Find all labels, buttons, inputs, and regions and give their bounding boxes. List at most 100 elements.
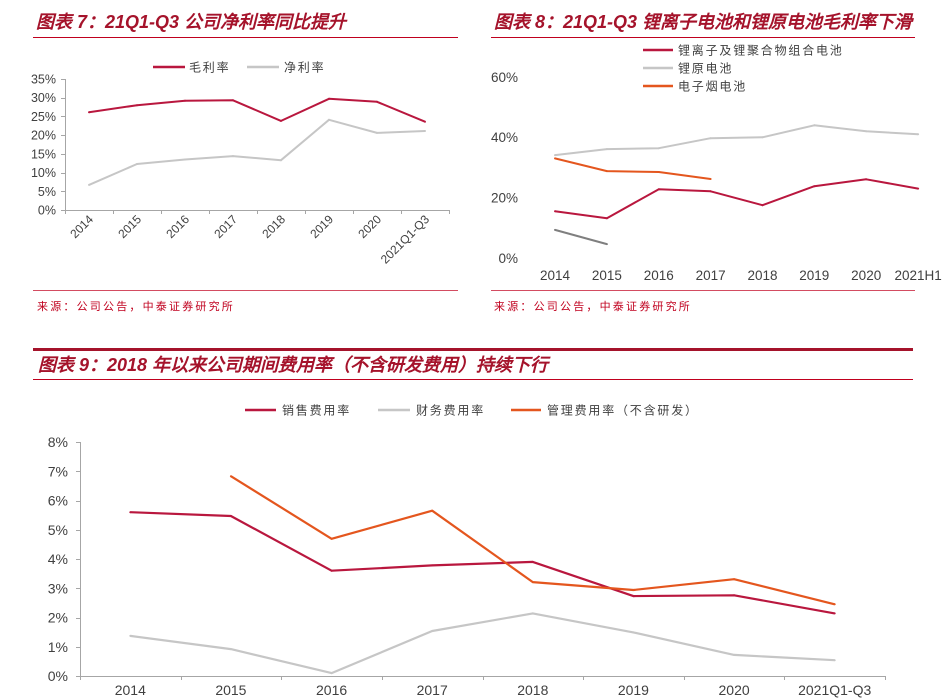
y-tick-label: 15% bbox=[31, 147, 56, 161]
y-tick-label: 6% bbox=[48, 493, 68, 509]
figure-9-title-rule bbox=[33, 379, 913, 380]
series-line-2 bbox=[130, 612, 835, 675]
x-tick-label: 2018 bbox=[747, 268, 777, 283]
y-tick-label: 0% bbox=[498, 251, 518, 266]
data-point bbox=[605, 217, 608, 220]
y-tick-label: 30% bbox=[31, 91, 56, 105]
y-tick-label: 0% bbox=[38, 204, 56, 218]
y-tick-label: 35% bbox=[31, 73, 56, 87]
data-point bbox=[657, 147, 660, 150]
data-point bbox=[865, 178, 868, 181]
x-tick-label: 2020 bbox=[719, 682, 750, 698]
figure-8-source: 来源：公司公告，中泰证券研究所 bbox=[494, 301, 692, 313]
x-tick-label: 2018 bbox=[259, 212, 288, 241]
x-tick-label: 2019 bbox=[618, 682, 649, 698]
data-point bbox=[554, 210, 556, 213]
data-point bbox=[280, 159, 282, 162]
data-point bbox=[657, 171, 660, 173]
legend-label: 销售费用率 bbox=[282, 403, 351, 418]
data-point bbox=[531, 560, 534, 563]
x-tick-label: 2015 bbox=[215, 682, 246, 698]
data-point bbox=[632, 631, 635, 634]
data-point bbox=[657, 188, 660, 191]
data-point bbox=[129, 634, 132, 637]
data-point bbox=[229, 515, 232, 517]
y-tick-label: 4% bbox=[48, 551, 68, 567]
x-tick-label: 2016 bbox=[644, 268, 674, 283]
series-line-3 bbox=[230, 475, 835, 606]
data-point bbox=[917, 133, 920, 136]
figure-7-title: 图表 7：21Q1-Q3 公司净利率同比提升 bbox=[36, 12, 347, 32]
x-tick-label: 2020 bbox=[355, 212, 384, 241]
x-tick-label: 2021Q1-Q3 bbox=[798, 682, 871, 698]
series-line-4 bbox=[554, 228, 608, 246]
legend-label: 净利率 bbox=[284, 60, 325, 75]
x-tick-label: 2016 bbox=[163, 212, 192, 241]
x-tick-label: 2020 bbox=[851, 268, 881, 283]
data-point bbox=[554, 228, 556, 231]
x-tick-label: 2019 bbox=[307, 212, 336, 241]
x-tick-label: 2018 bbox=[517, 682, 548, 698]
x-tick-label: 2015 bbox=[592, 268, 622, 283]
y-tick-label: 20% bbox=[31, 129, 56, 143]
x-tick-label: 2017 bbox=[211, 212, 240, 241]
series-line-2 bbox=[88, 118, 426, 186]
data-point bbox=[431, 564, 434, 567]
x-tick-label: 2021H1 bbox=[894, 268, 941, 283]
data-point bbox=[605, 170, 608, 173]
figure-8-source-rule bbox=[491, 290, 915, 291]
data-point bbox=[229, 648, 232, 651]
data-point bbox=[376, 100, 378, 103]
x-tick-label: 2017 bbox=[417, 682, 448, 698]
data-point bbox=[280, 119, 282, 122]
x-tick-label: 2019 bbox=[799, 268, 829, 283]
chart-8: 0% 20% 40% 60% 2014 2015 2016 2017 2018 2019 2020 2… bbox=[491, 43, 942, 284]
y-tick-label: 7% bbox=[48, 463, 68, 479]
legend-label: 锂原电池 bbox=[678, 61, 733, 76]
data-point bbox=[431, 509, 434, 512]
data-point bbox=[833, 612, 836, 615]
data-point bbox=[330, 569, 333, 572]
series-line-2 bbox=[554, 124, 919, 157]
series-line-1 bbox=[88, 97, 426, 123]
legend-label: 电子烟电池 bbox=[678, 80, 747, 94]
data-point bbox=[330, 672, 333, 675]
series-line-1 bbox=[554, 178, 919, 220]
data-point bbox=[761, 204, 764, 207]
figure-8-title-rule bbox=[491, 37, 915, 38]
data-point bbox=[833, 659, 836, 662]
x-tick-label: 2016 bbox=[316, 682, 347, 698]
data-point bbox=[136, 104, 138, 107]
data-point bbox=[431, 630, 434, 632]
y-tick-label: 8% bbox=[48, 434, 68, 450]
y-tick-label: 5% bbox=[38, 185, 56, 199]
legend-label: 毛利率 bbox=[189, 60, 230, 75]
y-tick-label: 40% bbox=[491, 130, 518, 145]
chart-9: 0% 1% 2% 3% 4% 5% 6% 7% 8% 2014 2015 2016 2017 2018 20… bbox=[48, 403, 886, 698]
data-point bbox=[88, 111, 90, 114]
y-tick-label: 1% bbox=[48, 639, 68, 655]
y-tick-label: 60% bbox=[491, 70, 518, 85]
y-tick-label: 3% bbox=[48, 580, 68, 596]
data-point bbox=[328, 118, 330, 121]
figure-7-source: 来源：公司公告，中泰证券研究所 bbox=[37, 301, 235, 313]
x-tick-label: 2015 bbox=[115, 212, 144, 241]
data-point bbox=[833, 603, 836, 606]
data-point bbox=[184, 99, 186, 102]
x-tick-label: 2014 bbox=[67, 212, 96, 241]
figure-9-top-rule bbox=[33, 348, 913, 351]
x-tick-label: 2017 bbox=[696, 268, 726, 283]
figure-9-title: 图表 9：2018 年以来公司期间费用率（不含研发费用）持续下行 bbox=[38, 355, 549, 375]
data-point bbox=[733, 653, 736, 656]
data-point bbox=[531, 612, 534, 615]
figure-8-title: 图表 8：21Q1-Q3 锂离子电池和锂原电池毛利率下滑 bbox=[494, 12, 913, 32]
y-tick-label: 5% bbox=[48, 522, 68, 538]
x-tick-label: 2014 bbox=[540, 268, 571, 283]
figure-7-source-rule bbox=[33, 290, 458, 291]
data-point bbox=[424, 120, 426, 123]
series-line-1 bbox=[130, 511, 835, 615]
y-tick-label: 20% bbox=[491, 191, 518, 206]
data-point bbox=[232, 99, 234, 102]
